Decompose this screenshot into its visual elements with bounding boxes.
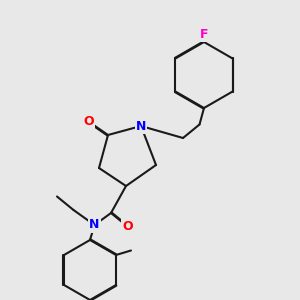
Text: O: O — [83, 115, 94, 128]
Text: N: N — [136, 119, 146, 133]
Text: F: F — [200, 28, 208, 41]
Text: N: N — [89, 218, 100, 232]
Text: O: O — [122, 220, 133, 233]
